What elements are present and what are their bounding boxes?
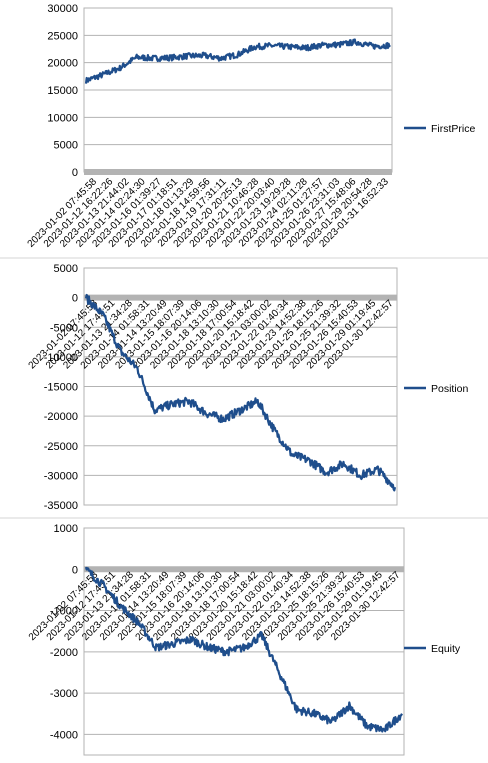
y-tick-label: -4000 [50,729,78,741]
plot-area [83,527,405,756]
y-tick-label: 1000 [54,523,78,535]
y-tick-label: 25000 [47,30,78,42]
legend-label: Position [431,383,469,395]
legend-label: FirstPrice [431,123,475,135]
y-tick-label: -3000 [50,688,78,700]
series-line [84,293,397,492]
series-line [84,38,391,84]
y-tick-label: 0 [72,293,78,305]
y-tick-label: 30000 [47,3,78,15]
y-tick-label: -10000 [44,352,78,364]
y-tick-label: -2000 [50,647,78,659]
y-tick-label: -15000 [44,382,78,394]
y-tick-label: 0 [72,564,78,576]
legend-label: Equity [431,643,461,655]
y-tick-label: 10000 [47,112,78,124]
y-tick-label: -30000 [44,470,78,482]
y-tick-label: -1000 [50,606,78,618]
y-tick-label: 5000 [54,140,78,152]
y-tick-label: -5000 [50,322,78,334]
y-tick-label: -20000 [44,411,78,423]
y-tick-label: 20000 [47,58,78,70]
y-tick-label: -25000 [44,441,78,453]
y-tick-label: -35000 [44,500,78,512]
y-tick-label: 5000 [54,263,78,275]
y-tick-label: 15000 [47,85,78,97]
y-tick-label: 0 [72,167,78,179]
series-line [84,566,403,733]
